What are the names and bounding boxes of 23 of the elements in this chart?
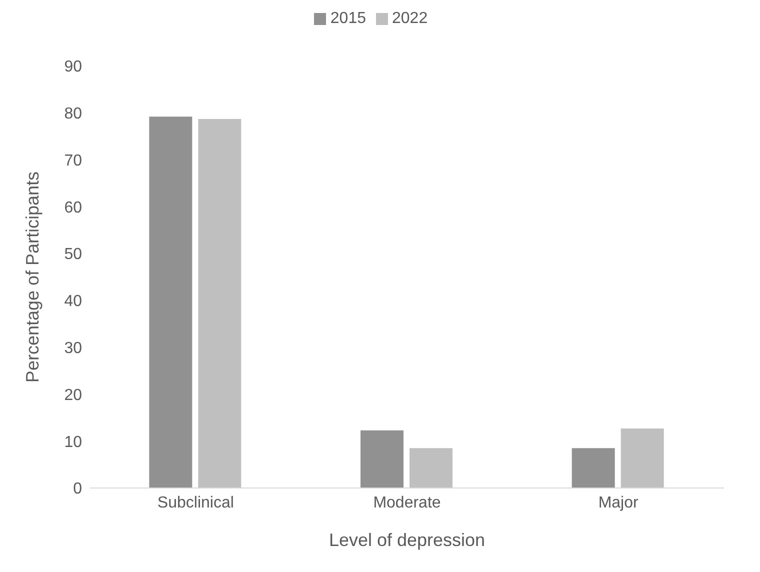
legend-label: 2022 [392, 10, 428, 27]
y-tick-label: 80 [64, 106, 82, 123]
y-tick-label: 10 [64, 434, 82, 451]
y-tick-label: 30 [64, 340, 82, 358]
bar [360, 430, 404, 488]
legend-label: 2015 [330, 10, 366, 27]
y-tick-label: 90 [64, 58, 82, 76]
x-tick-label: Moderate [373, 494, 441, 512]
bar [410, 448, 453, 488]
bar [149, 116, 192, 488]
x-tick-label: Major [598, 494, 640, 512]
y-tick-label: 70 [64, 152, 82, 170]
x-axis-title: Level of depression [328, 530, 486, 550]
y-tick-label: 50 [64, 246, 82, 264]
y-tick-label: 0 [73, 480, 82, 498]
y-tick-label: 60 [64, 199, 82, 216]
y-tick-label: 40 [64, 293, 82, 310]
y-tick-label: 20 [64, 386, 82, 404]
bar [198, 118, 242, 488]
x-tick-label: Subclinical [157, 494, 234, 512]
y-axis-title: Percentage of Participants [22, 171, 42, 383]
bar [620, 428, 664, 488]
bar [572, 448, 615, 488]
